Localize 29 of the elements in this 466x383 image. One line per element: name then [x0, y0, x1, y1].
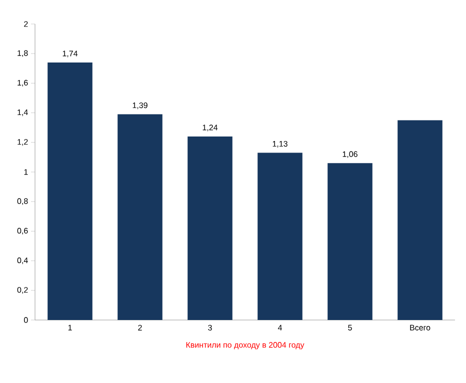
- bar: [328, 163, 372, 320]
- bar: [258, 152, 302, 320]
- y-tick-label: 1,6: [18, 80, 28, 87]
- y-tick-label: 1,4: [18, 110, 28, 116]
- y-tick-label: 1,2: [18, 139, 28, 146]
- x-tick-label: 4: [278, 324, 282, 330]
- x-tick-label: 3: [208, 324, 212, 331]
- x-tick-label: 2: [138, 324, 142, 330]
- bar: [118, 114, 162, 320]
- bar: [48, 62, 92, 320]
- data-label: 1,06: [342, 151, 358, 158]
- y-tick-label: 0,8: [17, 198, 28, 205]
- bar: [188, 136, 232, 320]
- data-label: 1,13: [272, 140, 288, 148]
- y-tick-label: 2: [24, 21, 28, 27]
- x-axis-title: Квинтили по доходу в 2004 году: [186, 342, 304, 350]
- y-tick-label: 1: [24, 169, 28, 175]
- y-tick-label: 0,6: [17, 228, 28, 235]
- y-tick-label: 0: [24, 317, 28, 323]
- bar: [398, 120, 442, 320]
- x-tick-label: 1: [68, 324, 72, 330]
- x-tick-label: Всего: [410, 324, 430, 330]
- data-label: 1,24: [202, 124, 218, 132]
- y-tick-label: 0,2: [17, 287, 28, 294]
- data-label: 1,39: [132, 102, 148, 110]
- data-label: 1,74: [62, 50, 78, 58]
- y-tick-label: 1,8: [18, 50, 28, 57]
- x-tick-label: 5: [348, 324, 352, 330]
- y-tick-label: 0,4: [17, 257, 28, 264]
